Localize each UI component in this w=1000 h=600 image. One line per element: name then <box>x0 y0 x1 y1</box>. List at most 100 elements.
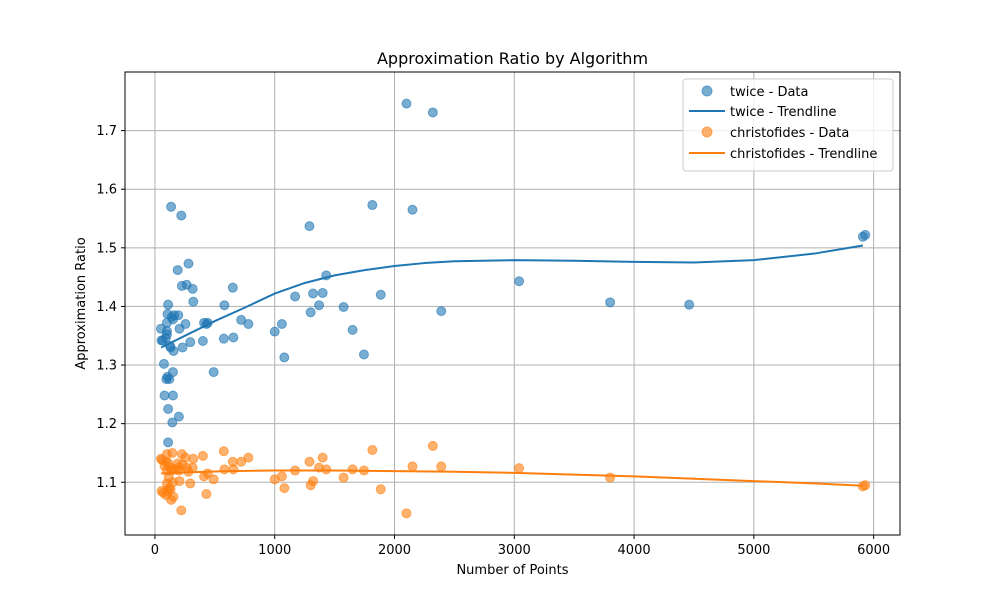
x-tick-label: 0 <box>151 543 159 558</box>
twice-data-point <box>173 411 184 422</box>
christofides-trendline-line <box>161 469 863 487</box>
christofides-data-point <box>201 488 212 499</box>
legend-label-christofides-trendline: christofides - Trendline <box>730 147 877 162</box>
twice-trendline-line <box>160 244 864 349</box>
x-tick-label: 4000 <box>618 543 651 558</box>
christofides-data-point <box>168 491 179 502</box>
twice-data-point <box>269 326 280 337</box>
twice-data-point <box>308 288 319 299</box>
christofides-data-point <box>243 452 254 463</box>
christofides-data-point <box>308 476 319 487</box>
legend: twice - Data twice - Trendline christofi… <box>682 78 894 172</box>
twice-data-point <box>167 417 178 428</box>
x-axis-label: Number of Points <box>456 563 568 578</box>
twice-data-point <box>166 201 177 212</box>
twice-data-point <box>401 98 412 109</box>
twice-data-point <box>347 324 358 335</box>
christofides-data-point <box>514 463 525 474</box>
twice-data-point <box>407 204 418 215</box>
twice-data-point <box>168 345 179 356</box>
christofides-data-point <box>276 471 287 482</box>
plot-marks <box>155 98 871 519</box>
twice-data-point <box>158 358 169 369</box>
christofides-data-point <box>219 464 230 475</box>
twice-data-point <box>317 287 328 298</box>
twice-data-point <box>436 306 447 317</box>
christofides-data-point <box>185 478 196 489</box>
twice-data-point <box>167 390 178 401</box>
christofides-data-point <box>176 505 187 516</box>
twice-data-point <box>314 300 325 311</box>
twice-data-point <box>304 221 315 232</box>
christofides-data-point <box>367 445 378 456</box>
christofides-data-point <box>401 508 412 519</box>
twice-data-point <box>161 329 172 340</box>
twice-data-point <box>367 200 378 211</box>
christofides-data-point <box>605 472 616 483</box>
christofides-data-point <box>167 447 178 458</box>
twice-data-point <box>279 352 290 363</box>
twice-data-point <box>208 367 219 378</box>
axis-ticks: 0 1000 2000 3000 4000 5000 6000 1.1 1.2 1.3 1.4 1.5… <box>96 124 890 558</box>
x-tick-label: 3000 <box>498 543 531 558</box>
legend-marker-christofides-data <box>701 126 713 138</box>
twice-data-point <box>177 342 188 353</box>
twice-data-point <box>860 229 871 240</box>
twice-data-point <box>228 332 239 343</box>
y-tick-label: 1.1 <box>96 476 117 491</box>
christofides-data-point <box>197 450 208 461</box>
twice-data-point <box>185 337 196 348</box>
christofides-data-point <box>304 456 315 467</box>
legend-label-christofides-data: christofides - Data <box>730 126 849 141</box>
x-tick-label: 1000 <box>258 543 291 558</box>
twice-data-point <box>358 349 369 360</box>
christofides-data-point <box>279 483 290 494</box>
christofides-data-point <box>218 446 229 457</box>
twice-data-point <box>183 258 194 269</box>
x-tick-label: 6000 <box>857 543 890 558</box>
y-tick-label: 1.2 <box>96 417 117 432</box>
christofides-data-point <box>375 484 386 495</box>
christofides-data-point <box>208 474 219 485</box>
twice-data-point <box>180 319 191 330</box>
y-tick-label: 1.6 <box>96 183 117 198</box>
twice-data-point <box>167 367 178 378</box>
christofides-data-point <box>174 476 185 487</box>
legend-marker-twice-data <box>701 85 713 97</box>
christofides-data-point <box>407 461 418 472</box>
christofides-data-point <box>187 462 198 473</box>
christofides-data-point <box>228 464 239 475</box>
twice-data-point <box>338 302 349 313</box>
legend-label-twice-data: twice - Data <box>730 85 808 100</box>
twice-data-point <box>427 107 438 118</box>
twice-data-point <box>290 291 301 302</box>
christofides-data-point <box>317 452 328 463</box>
twice-data-point <box>243 319 254 330</box>
christofides-data-point <box>188 453 199 464</box>
twice-data-point <box>218 333 229 344</box>
twice-data-point <box>163 437 174 448</box>
chart-title: Approximation Ratio by Algorithm <box>377 49 648 68</box>
christofides-data-point <box>436 461 447 472</box>
twice-data-point <box>276 319 287 330</box>
twice-data-point <box>163 299 174 310</box>
grid <box>125 72 900 535</box>
twice-data-point <box>197 336 208 347</box>
y-tick-label: 1.5 <box>96 241 117 256</box>
legend-label-twice-trendline: twice - Trendline <box>730 105 836 120</box>
twice-data-point <box>227 282 238 293</box>
twice-data-point <box>684 299 695 310</box>
y-tick-label: 1.7 <box>96 124 117 139</box>
x-tick-label: 2000 <box>378 543 411 558</box>
christofides-data-point <box>338 472 349 483</box>
twice-data-point <box>219 300 230 311</box>
twice-data-point <box>159 390 170 401</box>
twice-data-point <box>605 297 616 308</box>
twice-data-point <box>188 296 199 307</box>
y-tick-label: 1.4 <box>96 300 117 315</box>
plot-frame <box>124 71 901 536</box>
twice-data-point <box>187 283 198 294</box>
twice-data-point <box>163 403 174 414</box>
twice-data-point <box>305 307 316 318</box>
